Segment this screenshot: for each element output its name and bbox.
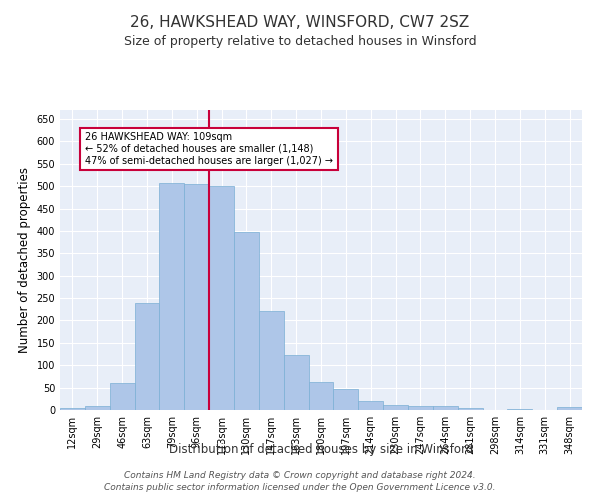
Bar (110, 383, 134, 410)
Bar (234, 232, 259, 410)
Bar (60, 408, 85, 410)
Bar (334, 390, 358, 410)
Bar (408, 406, 433, 410)
Bar (134, 304, 160, 410)
Bar (433, 406, 458, 410)
Bar (508, 408, 532, 410)
Bar (184, 184, 209, 410)
Bar (557, 408, 582, 410)
Bar (160, 183, 184, 410)
Text: Contains public sector information licensed under the Open Government Licence v3: Contains public sector information licen… (104, 484, 496, 492)
Text: Contains HM Land Registry data © Crown copyright and database right 2024.: Contains HM Land Registry data © Crown c… (124, 471, 476, 480)
Bar (458, 408, 482, 410)
Text: Distribution of detached houses by size in Winsford: Distribution of detached houses by size … (169, 442, 473, 456)
Text: 26, HAWKSHEAD WAY, WINSFORD, CW7 2SZ: 26, HAWKSHEAD WAY, WINSFORD, CW7 2SZ (130, 15, 470, 30)
Y-axis label: Number of detached properties: Number of detached properties (18, 167, 31, 353)
Text: Size of property relative to detached houses in Winsford: Size of property relative to detached ho… (124, 35, 476, 48)
Bar (284, 356, 308, 410)
Bar (358, 401, 383, 410)
Bar (209, 186, 234, 410)
Text: 26 HAWKSHEAD WAY: 109sqm
← 52% of detached houses are smaller (1,148)
47% of sem: 26 HAWKSHEAD WAY: 109sqm ← 52% of detach… (85, 132, 333, 166)
Bar (85, 406, 110, 410)
Bar (308, 382, 334, 410)
Bar (383, 404, 408, 410)
Bar (259, 310, 284, 410)
